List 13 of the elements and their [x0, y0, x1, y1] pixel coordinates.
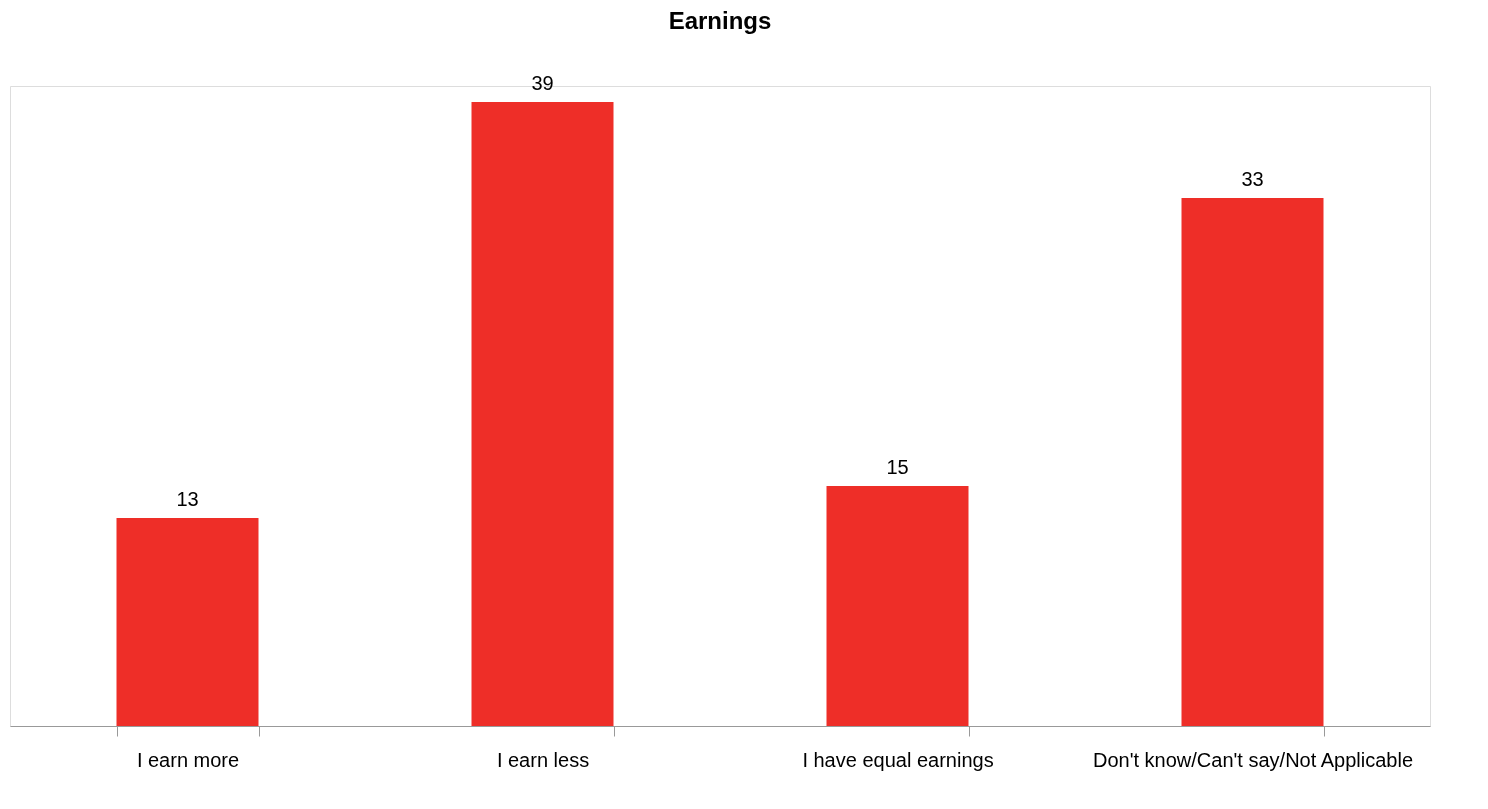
x-tick-label: I earn more: [136, 748, 240, 771]
chart-title: Earnings: [668, 7, 772, 34]
data-label: 33: [1241, 168, 1264, 190]
bar: [826, 486, 969, 726]
bar: [1181, 198, 1324, 726]
bar: [471, 102, 614, 726]
data-label: 13: [176, 488, 199, 510]
x-tick-label: Don't know/Can't say/Not Applicable: [1092, 748, 1414, 771]
data-label: 39: [531, 72, 554, 94]
x-tick-label: I earn less: [496, 748, 590, 771]
bar: [116, 518, 259, 726]
data-label: 15: [886, 456, 909, 478]
x-tick-label: I have equal earnings: [802, 748, 994, 771]
